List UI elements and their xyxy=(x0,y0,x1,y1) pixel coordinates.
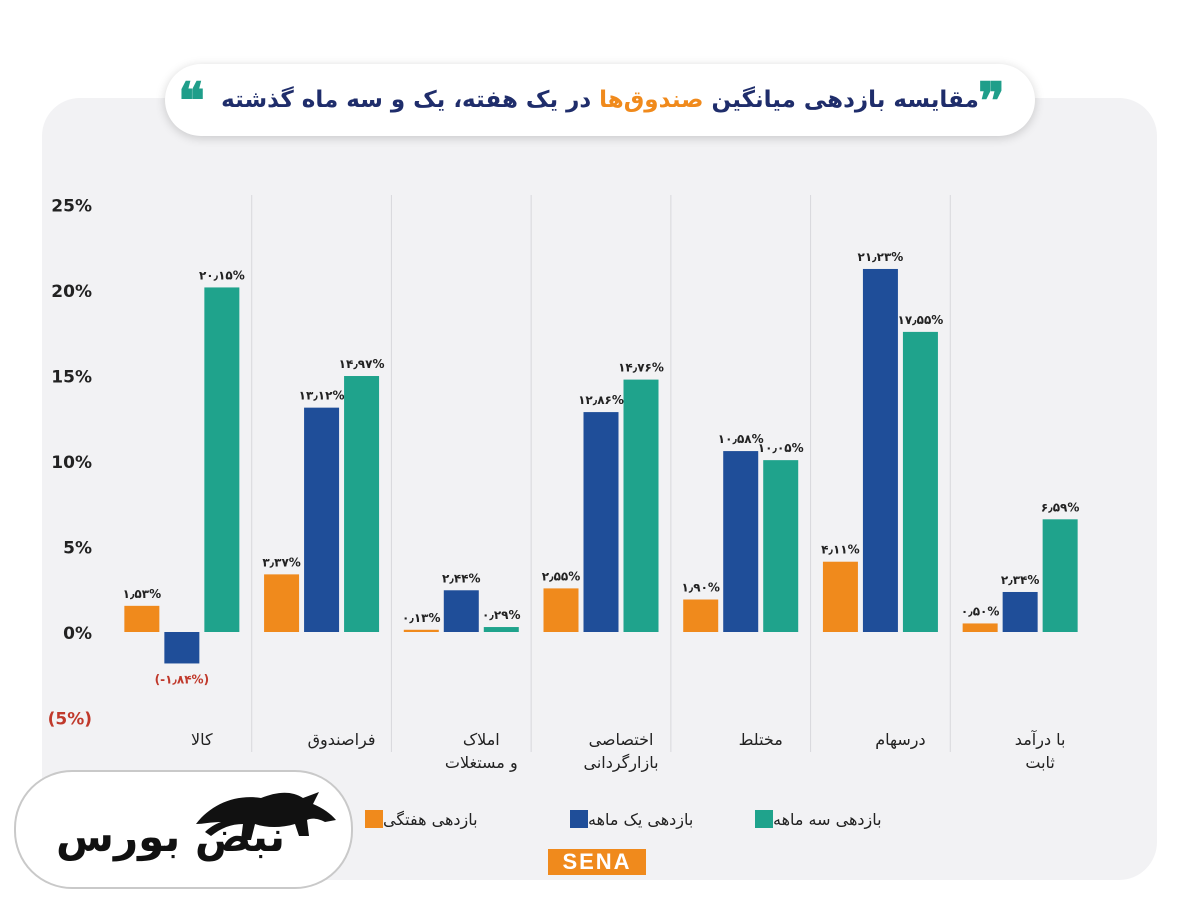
data-label: ۱٫۹۰% xyxy=(681,581,719,595)
bar xyxy=(862,268,898,632)
bar xyxy=(583,412,619,632)
data-label: ۲٫۵۵% xyxy=(542,569,580,583)
legend-swatch-three-month xyxy=(755,810,773,828)
data-label: ۴٫۱۱% xyxy=(821,543,859,557)
bar xyxy=(962,623,998,632)
data-label: ۲۱٫۲۳% xyxy=(858,250,904,264)
data-label: ۳٫۳۷% xyxy=(262,555,300,569)
y-tick-label: 20% xyxy=(51,282,92,302)
title-highlight: صندوق‌ها xyxy=(599,87,704,113)
bar xyxy=(1042,519,1078,632)
data-label: ۱۷٫۵۵% xyxy=(898,313,944,327)
y-tick-label: 10% xyxy=(51,453,92,473)
bar xyxy=(443,590,479,632)
bar xyxy=(403,629,439,632)
category-label: با درآمد xyxy=(1015,730,1066,750)
brand-logo: نبض بورس xyxy=(14,770,353,889)
y-tick-label: (5%) xyxy=(48,710,92,730)
sena-text: SENA xyxy=(548,849,646,875)
quote-open-icon: ❞ xyxy=(978,71,1005,130)
logo-text: نبض بورس xyxy=(56,812,286,861)
category-label: درسهام xyxy=(875,730,925,750)
bar xyxy=(204,287,240,632)
quote-close-icon: ❝ xyxy=(178,71,205,130)
legend-swatch-weekly xyxy=(365,810,383,828)
category-label: مختلط xyxy=(739,730,783,749)
y-tick-label: 0% xyxy=(63,624,92,644)
data-label: ۲٫۳۴% xyxy=(1001,573,1039,587)
data-label: ۱٫۵۳% xyxy=(123,587,161,601)
y-tick-label: 5% xyxy=(63,539,92,559)
data-label: ۱۰٫۵۸% xyxy=(718,432,764,446)
category-label: فراصندوق xyxy=(308,730,376,750)
legend-three-month: بازدهی سه ماهه xyxy=(745,806,882,832)
data-label: ۱۳٫۱۲% xyxy=(299,389,345,403)
category-label: کالا xyxy=(191,730,213,749)
legend-label-three-month: بازدهی سه ماهه xyxy=(773,809,882,829)
data-label: ۱۴٫۹۷% xyxy=(339,357,385,371)
data-label: ۱۴٫۷۶% xyxy=(618,361,664,375)
bar xyxy=(543,588,579,632)
chart-title: مقایسه بازدهی میانگین صندوق‌ها در یک هفت… xyxy=(165,64,1035,136)
data-label: ۰٫۵۰% xyxy=(961,604,999,618)
category-label: بازارگردانی xyxy=(583,753,658,773)
data-label: ۱۲٫۸۶% xyxy=(578,393,624,407)
legend-label-one-month: بازدهی یک ماهه xyxy=(588,809,694,829)
title-part-1: مقایسه بازدهی میانگین xyxy=(703,87,979,113)
bar xyxy=(623,379,659,632)
data-label: ۱۰٫۰۵% xyxy=(758,441,804,455)
bar xyxy=(344,376,380,632)
bull-icon xyxy=(196,792,336,840)
bar xyxy=(483,627,519,632)
bar xyxy=(304,407,340,632)
y-tick-label: 25% xyxy=(51,197,92,217)
legend-swatch-one-month xyxy=(570,810,588,828)
sena-watermark: SENA xyxy=(548,849,646,879)
legend-weekly: بازدهی هفتگی xyxy=(355,806,478,832)
title-part-2: در یک هفته، یک و سه ماه گذشته xyxy=(221,87,600,113)
data-label: ۲۰٫۱۵% xyxy=(199,268,245,282)
category-label: ثابت xyxy=(1025,753,1055,772)
legend-one-month: بازدهی یک ماهه xyxy=(560,806,693,832)
bar xyxy=(902,331,938,632)
bar xyxy=(124,605,160,632)
data-label: ۰٫۲۹% xyxy=(482,608,520,622)
bar xyxy=(264,574,300,632)
legend-label-weekly: بازدهی هفتگی xyxy=(383,809,478,829)
data-label: (-۱٫۸۴%) xyxy=(155,672,209,686)
category-label: و مستغلات xyxy=(445,753,518,773)
category-label: املاک xyxy=(463,730,500,749)
data-label: ۶٫۵۹% xyxy=(1041,500,1079,514)
bar xyxy=(683,599,719,632)
bar xyxy=(1002,591,1038,632)
bar xyxy=(822,561,858,632)
y-tick-label: 15% xyxy=(51,368,92,388)
category-label: اختصاصی xyxy=(589,730,654,749)
data-label: ۲٫۴۴% xyxy=(442,571,480,585)
bar xyxy=(763,460,799,632)
bar xyxy=(164,632,200,664)
title-banner: مقایسه بازدهی میانگین صندوق‌ها در یک هفت… xyxy=(165,64,1035,136)
bar xyxy=(723,451,759,632)
data-label: ۰٫۱۳% xyxy=(402,611,440,625)
